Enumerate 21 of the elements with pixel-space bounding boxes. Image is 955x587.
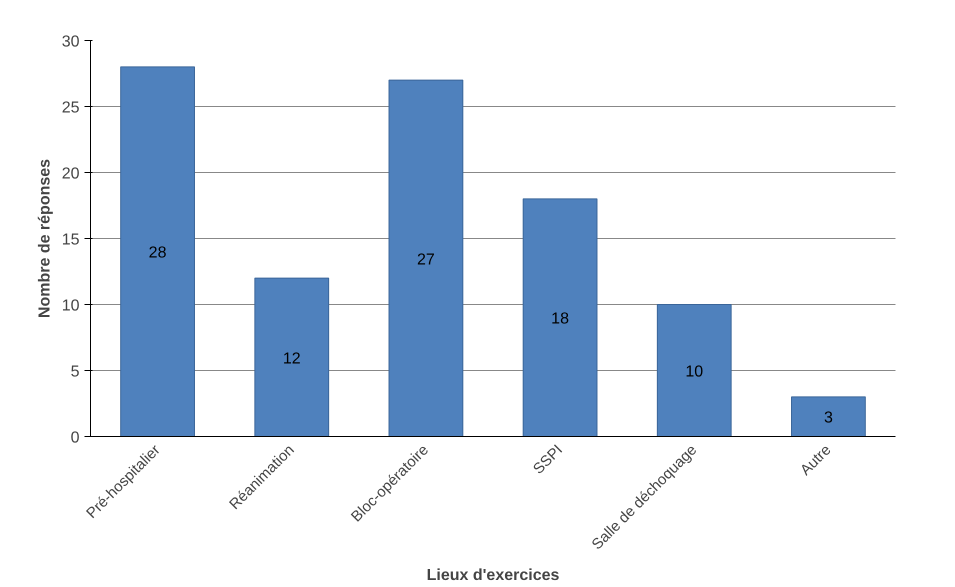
y-tick-label: 10	[62, 298, 80, 314]
x-axis-title: Lieux d'exercices	[426, 567, 560, 584]
bar	[388, 80, 464, 436]
data-label: 28	[148, 244, 167, 262]
y-tick-label: 20	[62, 166, 80, 182]
data-label: 18	[551, 310, 570, 328]
y-axis-title: Nombre de réponses	[36, 158, 54, 318]
bar	[522, 198, 598, 436]
data-label: 10	[685, 364, 704, 380]
bar	[254, 278, 330, 436]
y-tick-label: 25	[62, 100, 80, 116]
data-label: 3	[824, 410, 833, 427]
y-tick-label: 30	[62, 34, 80, 50]
y-tick-label: 0	[70, 430, 80, 446]
y-tick-label: 15	[62, 232, 80, 248]
y-tick-label: 5	[70, 364, 80, 380]
data-label: 27	[417, 251, 435, 268]
data-label: 12	[282, 350, 301, 368]
bar	[120, 66, 195, 436]
bar	[656, 304, 732, 436]
bar	[791, 396, 866, 436]
